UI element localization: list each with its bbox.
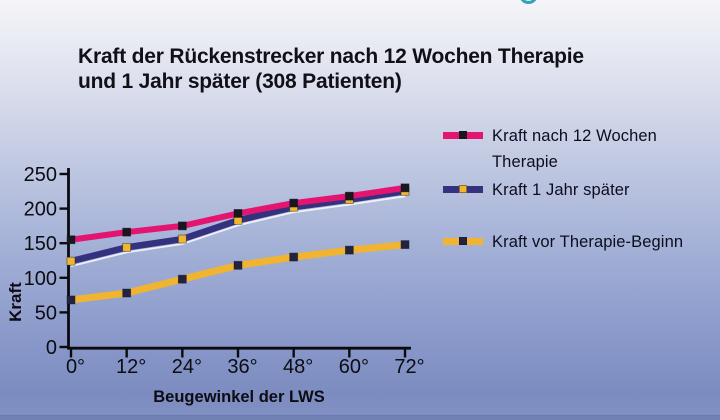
legend-item-1-jahr: Kraft 1 Jahr später <box>443 177 630 203</box>
svg-text:150: 150 <box>24 233 57 255</box>
chart-title-line1: Kraft der Rückenstrecker nach 12 Wochen … <box>78 45 584 68</box>
legend-marker-icon <box>459 237 467 245</box>
svg-text:250: 250 <box>24 164 57 186</box>
svg-text:48°: 48° <box>283 356 313 378</box>
svg-text:200: 200 <box>24 199 57 221</box>
legend-swatch-yellow <box>443 237 483 245</box>
legend-label: Kraft 1 Jahr später <box>492 181 630 199</box>
svg-text:0°: 0° <box>66 356 85 378</box>
svg-text:0: 0 <box>46 337 57 359</box>
chart-title-line2: und 1 Jahr später (308 Patienten) <box>78 70 402 93</box>
legend-item-vor-therapie: Kraft vor Therapie-Beginn <box>443 229 683 255</box>
legend-marker-icon <box>459 185 467 193</box>
bottom-edge-strip <box>0 415 720 420</box>
svg-text:12°: 12° <box>116 356 146 378</box>
legend-swatch-pink <box>443 131 483 139</box>
legend-label: Kraft vor Therapie-Beginn <box>492 233 684 251</box>
legend-item-12-wochen: Kraft nach 12 Wochen Therapie <box>443 123 657 175</box>
svg-text:72°: 72° <box>394 356 424 378</box>
chart-title: Kraft der Rückenstrecker nach 12 Wochen … <box>78 44 678 94</box>
y-axis-label: Kraft <box>6 282 25 322</box>
legend-marker-icon <box>459 131 467 139</box>
svg-text:36°: 36° <box>227 356 257 378</box>
legend-label: Kraft nach 12 Wochen Therapie <box>492 127 657 171</box>
svg-text:100: 100 <box>24 268 57 290</box>
x-axis-label: Beugewinkel der LWS <box>153 388 325 406</box>
svg-text:50: 50 <box>35 302 57 324</box>
svg-text:24°: 24° <box>172 356 202 378</box>
svg-text:60°: 60° <box>339 356 369 378</box>
legend-swatch-navy <box>443 185 483 193</box>
